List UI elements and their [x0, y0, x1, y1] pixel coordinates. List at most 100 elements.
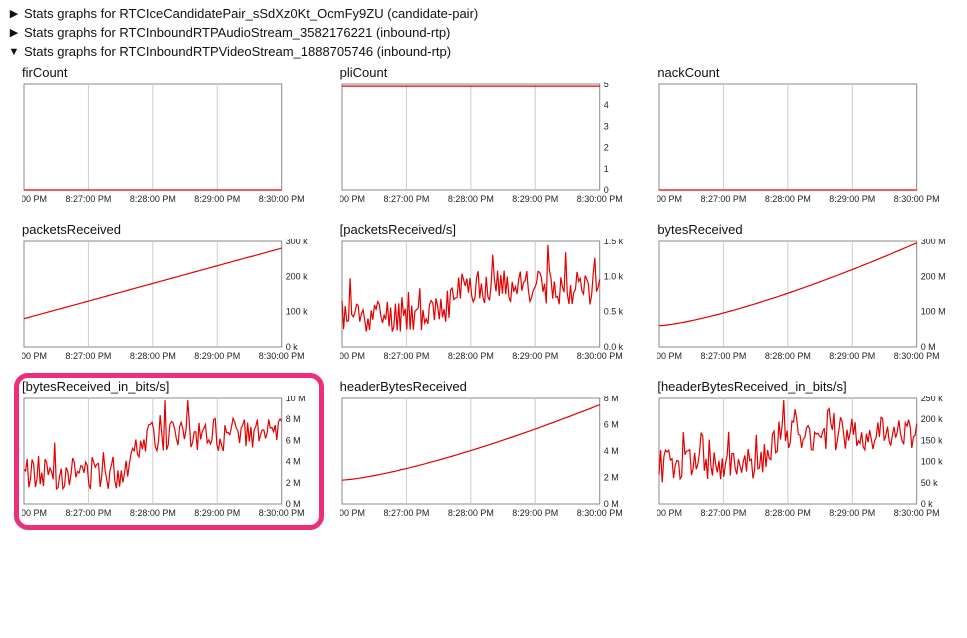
- chart-title: firCount: [22, 65, 322, 80]
- chart-plot: 8:26:00 PM8:27:00 PM8:28:00 PM8:29:00 PM…: [22, 239, 322, 367]
- x-tick-label: 8:26:00 PM: [657, 351, 682, 361]
- y-tick-label: 0.0 k: [603, 342, 623, 352]
- stats-section-toggle[interactable]: ▶ Stats graphs for RTCInboundRTPAudioStre…: [8, 23, 959, 42]
- chart-title: [headerBytesReceived_in_bits/s]: [657, 379, 957, 394]
- chart-title: packetsReceived: [22, 222, 322, 237]
- chart-title: [packetsReceived/s]: [340, 222, 640, 237]
- x-tick-label: 8:30:00 PM: [894, 508, 940, 518]
- y-tick-label: 10 M: [286, 396, 306, 403]
- x-tick-label: 8:27:00 PM: [383, 508, 429, 518]
- disclosure-closed-icon: ▶: [8, 26, 20, 39]
- x-tick-label: 8:29:00 PM: [512, 508, 558, 518]
- y-tick-label: 4: [603, 100, 608, 110]
- y-tick-label: 1: [603, 164, 608, 174]
- x-tick-label: 8:28:00 PM: [448, 194, 494, 204]
- chart-title: bytesReceived: [657, 222, 957, 237]
- x-tick-label: 8:30:00 PM: [894, 351, 940, 361]
- y-tick-label: 100 k: [286, 307, 308, 317]
- y-tick-label: 5: [603, 82, 608, 89]
- chart-title: pliCount: [340, 65, 640, 80]
- x-tick-label: 8:28:00 PM: [448, 508, 494, 518]
- x-tick-label: 8:28:00 PM: [765, 351, 811, 361]
- chart-panel-packetsReceivedPerS: [packetsReceived/s]8:26:00 PM8:27:00 PM8…: [340, 222, 640, 367]
- x-tick-label: 8:26:00 PM: [340, 194, 365, 204]
- x-tick-label: 8:27:00 PM: [383, 194, 429, 204]
- x-tick-label: 8:26:00 PM: [22, 508, 47, 518]
- disclosure-closed-icon: ▶: [8, 7, 20, 20]
- y-tick-label: 2: [603, 143, 608, 153]
- chart-plot: 8:26:00 PM 8:27:00 PM 8:28:00 PM 8:29:00 PM…: [340, 396, 640, 524]
- x-tick-label: 8:29:00 PM: [194, 194, 240, 204]
- chart-plot: 8:26:00 PM 8:27:00 PM 8:28:00 PM 8:29:00 PM…: [22, 396, 322, 524]
- y-tick-label: 200 k: [921, 414, 943, 424]
- y-tick-label: 150 k: [921, 435, 943, 445]
- chart-panel-headerBytesReceivedBits: [headerBytesReceived_in_bits/s] 8:26:00 P…: [657, 379, 957, 524]
- x-tick-label: 8:28:00 PM: [130, 194, 176, 204]
- x-tick-label: 8:27:00 PM: [701, 194, 747, 204]
- chart-plot: 8:26:00 PM 8:27:00 PM 8:28:00 PM 8:29:00 PM…: [22, 82, 322, 210]
- chart-panel-headerBytesReceived: headerBytesReceived8:26:00 PM8:27:00 PM8…: [340, 379, 640, 524]
- chart-title: nackCount: [657, 65, 957, 80]
- x-tick-label: 8:26:00 PM: [22, 194, 47, 204]
- y-tick-label: 0 k: [921, 499, 933, 509]
- x-tick-label: 8:26:00 PM: [22, 351, 47, 361]
- y-tick-label: 8 M: [286, 414, 301, 424]
- chart-plot: 8:26:00 PM 8:27:00 PM 8:28:00 PM 8:29:00 PM…: [657, 239, 957, 367]
- y-tick-label: 100 k: [921, 457, 943, 467]
- x-tick-label: 8:28:00 PM: [765, 508, 811, 518]
- y-tick-label: 300 M: [921, 239, 946, 246]
- chart-panel-nackCount: nackCount8:26:00 PM8:27:00 PM8:28:00 PM8…: [657, 65, 957, 210]
- x-tick-label: 8:29:00 PM: [194, 351, 240, 361]
- chart-panel-bytesReceived: bytesReceived 8:26:00 PM 8:27:00 PM 8:28:00…: [657, 222, 957, 367]
- stats-section-label: Stats graphs for RTCInboundRTPAudioStrea…: [24, 25, 450, 40]
- stats-section-toggle[interactable]: ▼ Stats graphs for RTCInboundRTPVideoStre…: [8, 42, 959, 61]
- chart-plot: 8:26:00 PM8:27:00 PM8:28:00 PM8:29:00 PM…: [340, 239, 640, 367]
- y-tick-label: 0 M: [603, 499, 618, 509]
- x-tick-label: 8:27:00 PM: [383, 351, 429, 361]
- y-tick-label: 1.5 k: [603, 239, 623, 246]
- x-tick-label: 8:26:00 PM: [340, 508, 365, 518]
- y-tick-label: 100 M: [921, 307, 946, 317]
- x-tick-label: 8:26:00 PM: [657, 508, 682, 518]
- y-tick-label: 200 k: [286, 271, 308, 281]
- chart-panel-bytesReceivedBits: [bytesReceived_in_bits/s] 8:26:00 PM 8:27:…: [22, 379, 322, 524]
- x-tick-label: 8:30:00 PM: [259, 351, 305, 361]
- x-tick-label: 8:26:00 PM: [657, 194, 682, 204]
- disclosure-open-icon: ▼: [8, 46, 20, 58]
- y-tick-label: 6 M: [286, 435, 301, 445]
- y-tick-label: 300 k: [286, 239, 308, 246]
- x-tick-label: 8:30:00 PM: [576, 351, 622, 361]
- x-tick-label: 8:28:00 PM: [448, 351, 494, 361]
- x-tick-label: 8:27:00 PM: [701, 351, 747, 361]
- x-tick-label: 8:28:00 PM: [130, 508, 176, 518]
- y-tick-label: 0.5 k: [603, 307, 623, 317]
- y-tick-label: 0 M: [286, 499, 301, 509]
- x-tick-label: 8:30:00 PM: [576, 508, 622, 518]
- y-tick-label: 200 M: [921, 271, 946, 281]
- y-tick-label: 50 k: [921, 478, 938, 488]
- y-tick-label: 2 M: [603, 472, 618, 482]
- x-tick-label: 8:27:00 PM: [65, 194, 111, 204]
- y-tick-label: 4 M: [603, 446, 618, 456]
- y-tick-label: 4 M: [286, 457, 301, 467]
- y-tick-label: 0: [603, 185, 608, 195]
- x-tick-label: 8:29:00 PM: [194, 508, 240, 518]
- x-tick-label: 8:27:00 PM: [701, 508, 747, 518]
- chart-plot: 8:26:00 PM8:27:00 PM8:28:00 PM8:29:00 PM…: [657, 396, 957, 524]
- chart-title: headerBytesReceived: [340, 379, 640, 394]
- chart-panel-firCount: firCount8:26:00 PM8:27:00 PM8:28:00 PM8:…: [22, 65, 322, 210]
- y-tick-label: 8 M: [603, 396, 618, 403]
- x-tick-label: 8:28:00 PM: [130, 351, 176, 361]
- stats-section-label: Stats graphs for RTCInboundRTPVideoStrea…: [24, 44, 451, 59]
- stats-section-toggle[interactable]: ▶Stats graphs for RTCIceCandidatePair_sS…: [8, 4, 959, 23]
- x-tick-label: 8:30:00 PM: [576, 194, 622, 204]
- y-tick-label: 250 k: [921, 396, 943, 403]
- y-tick-label: 6 M: [603, 419, 618, 429]
- chart-panel-packetsReceived: packetsReceived8:26:00 PM8:27:00 PM8:28:…: [22, 222, 322, 367]
- y-tick-label: 0 k: [286, 342, 298, 352]
- x-tick-label: 8:29:00 PM: [830, 351, 876, 361]
- x-tick-label: 8:27:00 PM: [65, 508, 111, 518]
- y-tick-label: 2 M: [286, 478, 301, 488]
- chart-title: [bytesReceived_in_bits/s]: [22, 379, 322, 394]
- x-tick-label: 8:29:00 PM: [830, 194, 876, 204]
